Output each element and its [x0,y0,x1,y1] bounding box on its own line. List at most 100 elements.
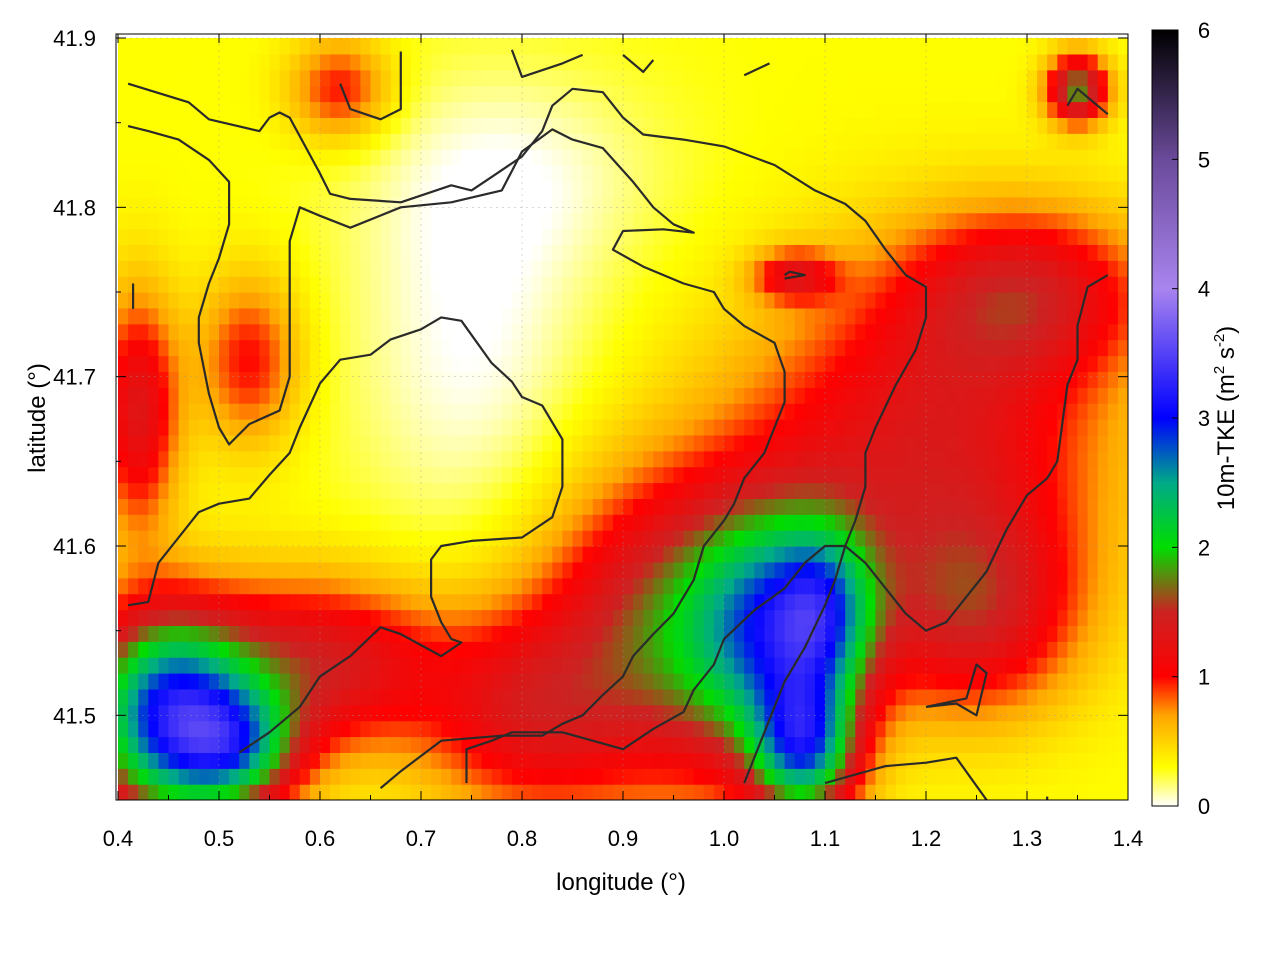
heatmap-cell [926,180,937,198]
heatmap-cell [269,371,281,388]
heatmap-cell [421,482,432,499]
heatmap-cell [1047,577,1058,595]
heatmap-cell [865,514,877,531]
heatmap-cell [713,530,725,547]
heatmap-cell [491,101,503,118]
heatmap-cell [330,450,341,468]
heatmap-cell [360,38,372,55]
heatmap-cell [1037,323,1048,341]
heatmap-cell [633,434,644,452]
heatmap-cell [612,514,624,531]
heatmap-cell [410,450,422,468]
heatmap-cell [663,403,675,420]
heatmap-cell [309,720,321,738]
heatmap-cell [996,688,1008,706]
heatmap-cell [895,403,907,420]
heatmap-cell [128,307,139,325]
heatmap-cell [855,593,866,611]
heatmap-cell [350,688,361,706]
heatmap-cell [219,292,230,309]
heatmap-cell [229,720,240,738]
heatmap-cell [633,85,644,103]
heatmap-cell [481,546,493,563]
heatmap-cell [875,355,887,372]
heatmap-cell [421,450,432,468]
heatmap-cell [511,577,523,595]
heatmap-cell [249,403,260,420]
heatmap-cell [582,419,594,436]
heatmap-cell [511,514,523,531]
heatmap-cell [592,53,604,71]
heatmap-cell [158,609,170,626]
heatmap-cell [1027,307,1038,325]
heatmap-cell [633,593,644,611]
heatmap-cell [1077,244,1089,261]
heatmap-cell [299,577,311,595]
heatmap-cell [249,38,260,55]
heatmap-cell [885,149,897,166]
heatmap-cell [168,149,180,166]
heatmap-cell [289,85,301,103]
heatmap-cell [1016,85,1028,103]
heatmap-cell [1067,736,1079,753]
heatmap-cell [219,593,230,611]
heatmap-cell [532,387,543,404]
heatmap-cell [118,260,129,277]
heatmap-cell [865,244,877,261]
heatmap-cell [814,339,826,357]
heatmap-cell [1006,276,1018,293]
heatmap-cell [481,133,493,150]
heatmap-cell [633,625,644,642]
heatmap-cell [875,228,887,245]
heatmap-cell [269,688,281,706]
heatmap-cell [835,260,846,277]
heatmap-cell [734,577,745,595]
heatmap-cell [966,736,978,753]
heatmap-cell [875,133,887,150]
heatmap-cell [946,673,957,690]
heatmap-cell [410,768,422,785]
heatmap-cell [875,434,887,452]
heatmap-cell [239,720,250,738]
heatmap-cell [1097,546,1109,563]
heatmap-cell [370,514,382,531]
heatmap-cell [966,371,978,388]
heatmap-cell [552,38,563,55]
heatmap-cell [774,546,786,563]
heatmap-cell [562,466,574,484]
heatmap-cell [219,276,230,293]
heatmap-cell [380,133,392,150]
heatmap-cell [481,641,493,658]
heatmap-cell [936,482,947,499]
heatmap-cell [239,244,250,261]
heatmap-cell [784,514,796,531]
heatmap-cell [522,625,533,642]
heatmap-cell [562,482,574,499]
heatmap-cell [128,784,139,800]
heatmap-cell [360,498,372,515]
heatmap-cell [269,561,281,579]
heatmap-cell [663,514,675,531]
heatmap-cell [441,419,452,436]
heatmap-cell [683,101,695,118]
heatmap-cell [552,212,563,230]
heatmap-cell [653,355,664,372]
heatmap-cell [835,196,846,214]
heatmap-cell [118,673,129,690]
heatmap-cell [1006,180,1018,198]
heatmap-cell [138,688,149,706]
heatmap-cell [905,38,917,55]
heatmap-cell [825,387,836,404]
heatmap-cell [259,434,271,452]
heatmap-cell [400,593,412,611]
heatmap-cell [370,307,382,325]
heatmap-cell [1006,641,1018,658]
heatmap-cell [693,593,705,611]
heatmap-cell [1027,244,1038,261]
heatmap-cell [845,85,856,103]
heatmap-cell [249,307,260,325]
heatmap-cell [1107,419,1119,436]
heatmap-cell [1047,228,1058,245]
heatmap-cell [612,720,624,738]
heatmap-cell [421,625,432,642]
